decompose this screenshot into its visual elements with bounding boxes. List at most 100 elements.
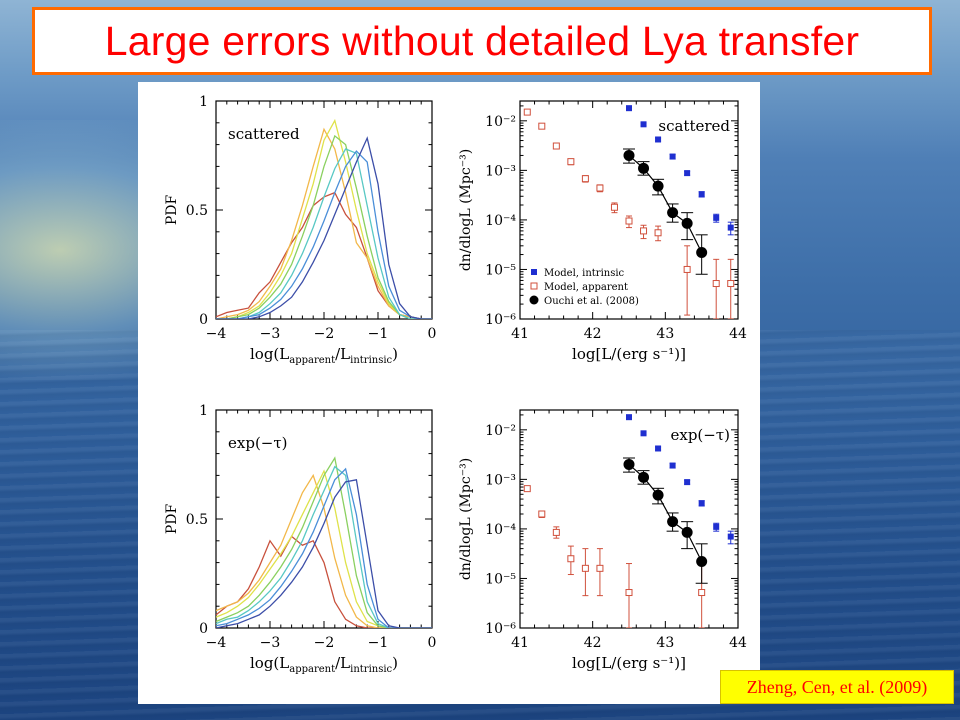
apparent-point xyxy=(581,564,589,572)
x-axis-label-part: intrinsic xyxy=(350,664,392,675)
apparent-point xyxy=(581,175,589,183)
data-layer xyxy=(523,105,735,319)
apparent-point xyxy=(523,108,531,116)
apparent-point xyxy=(596,564,604,572)
y-axis-label: PDF xyxy=(164,504,180,535)
y-tick-label: 0 xyxy=(199,312,208,328)
x-tick-label: 0 xyxy=(428,326,437,342)
legend-label: Model, apparent xyxy=(544,282,628,293)
apparent-point xyxy=(596,184,604,192)
pdf-curve-4 xyxy=(216,456,432,628)
intrinsic-point xyxy=(684,479,691,486)
x-axis-label-part: ) xyxy=(392,654,398,672)
x-axis-label: log(Lapparent/Lintrinsic) xyxy=(250,654,398,675)
x-tick-label: −1 xyxy=(368,326,389,342)
y-axis-label: dn/dlogL (Mpc⁻³) xyxy=(458,149,474,271)
x-tick-label: −1 xyxy=(368,635,389,651)
y-tick-label: 10⁻³ xyxy=(485,472,516,488)
panel-label: exp(−τ) xyxy=(228,434,288,452)
y-tick-label: 10⁻⁵ xyxy=(485,262,516,278)
apparent-point xyxy=(523,485,531,493)
x-tick-label: 0 xyxy=(428,635,437,651)
x-tick-label: 43 xyxy=(656,326,674,342)
apparent-point xyxy=(552,142,560,150)
pdf-curve-2 xyxy=(216,127,432,319)
apparent-point xyxy=(683,265,691,273)
y-tick-label: 1 xyxy=(199,94,208,110)
ouchi-point xyxy=(638,471,650,483)
apparent-point xyxy=(727,280,735,288)
panel-label: scattered xyxy=(228,125,300,143)
pdf-curve-6 xyxy=(216,150,432,319)
apparent-point xyxy=(640,227,648,235)
y-tick-label: 10⁻⁴ xyxy=(485,522,516,538)
apparent-point xyxy=(538,510,546,518)
intrinsic-point xyxy=(626,414,632,421)
y-tick-label: 0.5 xyxy=(186,512,208,528)
intrinsic-point xyxy=(655,136,662,143)
data-layer xyxy=(216,118,432,319)
apparent-point xyxy=(538,122,546,130)
intrinsic-point xyxy=(640,121,647,128)
ouchi-point xyxy=(681,217,693,229)
x-axis-label-part: apparent xyxy=(289,664,335,675)
y-tick-label: 10⁻² xyxy=(485,114,516,130)
y-tick-label: 10⁻⁴ xyxy=(485,213,516,229)
x-tick-label: 41 xyxy=(511,635,529,651)
y-tick-label: 10⁻² xyxy=(485,423,516,439)
intrinsic-point xyxy=(669,462,676,469)
y-tick-label: 10⁻⁵ xyxy=(485,571,516,587)
intrinsic-point xyxy=(669,153,676,160)
apparent-point xyxy=(625,589,633,597)
ouchi-point xyxy=(623,458,635,470)
apparent-point xyxy=(712,280,720,288)
x-tick-label: −4 xyxy=(206,326,227,342)
intrinsic-point xyxy=(698,191,705,198)
x-tick-label: 41 xyxy=(511,326,529,342)
legend-label: Ouchi et al. (2008) xyxy=(544,296,639,307)
ouchi-point xyxy=(652,180,664,192)
intrinsic-point xyxy=(655,445,662,452)
x-axis-label: log(Lapparent/Lintrinsic) xyxy=(250,345,398,366)
ouchi-point xyxy=(681,526,693,538)
pdf-curve-4 xyxy=(216,134,432,319)
x-tick-label: −2 xyxy=(314,326,335,342)
pdf-curve-1 xyxy=(216,191,432,319)
apparent-point xyxy=(552,528,560,536)
legend-label: Model, intrinsic xyxy=(544,268,625,279)
x-tick-label: 42 xyxy=(584,326,602,342)
intrinsic-point xyxy=(727,224,734,231)
pdf-curve-5 xyxy=(216,148,432,319)
x-tick-label: 43 xyxy=(656,635,674,651)
x-axis-label-part: ) xyxy=(392,345,398,363)
data-layer xyxy=(523,414,734,628)
x-axis-label-part: log(L xyxy=(250,654,289,672)
x-axis-label: log[L/(erg s⁻¹)] xyxy=(572,654,686,672)
x-axis-label-part: apparent xyxy=(289,355,335,366)
ouchi-point xyxy=(667,516,679,528)
y-tick-label: 10⁻³ xyxy=(485,163,516,179)
x-axis-label-part: /L xyxy=(335,654,350,672)
apparent-point xyxy=(698,589,706,597)
y-tick-label: 0.5 xyxy=(186,203,208,219)
ouchi-point xyxy=(667,207,679,219)
pdf-curve-2 xyxy=(216,473,432,628)
y-tick-label: 10⁻⁶ xyxy=(485,621,516,637)
slide-title: Large errors without detailed Lya transf… xyxy=(104,17,860,64)
intrinsic-point xyxy=(640,430,647,437)
pdf-curve-7 xyxy=(216,136,432,319)
y-tick-label: 1 xyxy=(199,403,208,419)
figure-svg: −4 −3 −2 −1 000.51log(Lapparent/Lintrinsic)P… xyxy=(164,94,747,675)
apparent-point xyxy=(567,158,575,166)
intrinsic-point xyxy=(713,523,720,530)
pdf-curve-6 xyxy=(216,467,432,628)
citation-text: Zheng, Cen, et al. (2009) xyxy=(746,676,928,697)
x-tick-label: −3 xyxy=(260,635,281,651)
legend-marker-intrinsic xyxy=(531,269,537,275)
y-axis-label: dn/dlogL (Mpc⁻³) xyxy=(458,458,474,580)
legend-marker-ouchi xyxy=(529,295,539,305)
x-tick-label: 44 xyxy=(729,326,747,342)
pdf-curve-3 xyxy=(216,469,432,628)
x-axis-label-part: /L xyxy=(335,345,350,363)
intrinsic-point xyxy=(698,500,705,507)
